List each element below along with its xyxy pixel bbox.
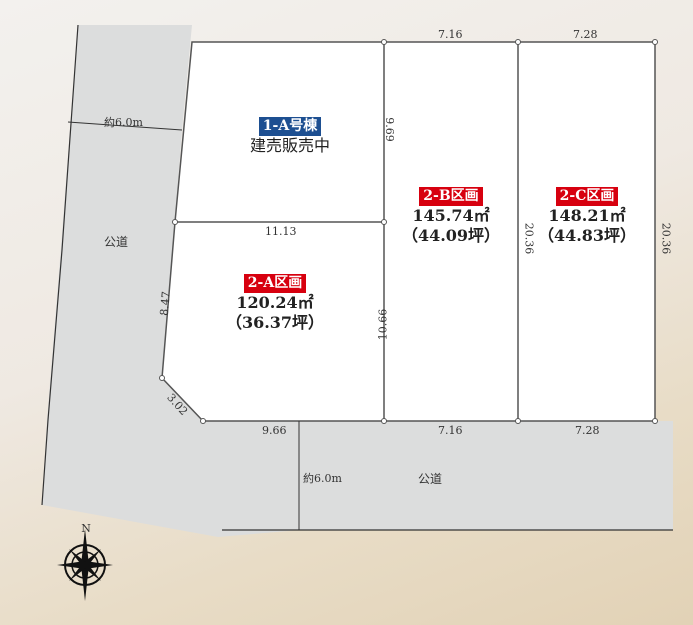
road-left-edge: [41, 24, 79, 506]
lot-2c-area: 148.21㎡: [548, 206, 626, 225]
lot-2b-label[interactable]: 2-B区画 145.74㎡ （44.09坪）: [384, 185, 518, 246]
dim-top-b: 7.16: [438, 28, 463, 41]
lot-2c-tsubo: （44.83坪）: [537, 226, 637, 245]
dim-bottom-c: 7.28: [575, 424, 600, 437]
lot-2a-area: 120.24㎡: [236, 293, 314, 312]
dim-left-2a: 8.47: [157, 290, 173, 317]
dim-v-2a: 10.66: [376, 308, 390, 341]
lot-1a-label[interactable]: 1-A号棟 建売販売中: [200, 115, 380, 156]
lot-2a-tsubo: （36.37坪）: [225, 313, 325, 332]
compass-north: N: [81, 522, 91, 535]
lot-1a-status: 建売販売中: [249, 136, 330, 155]
boundary-markers: [159, 39, 658, 424]
lot-2b-tsubo: （44.09坪）: [401, 226, 501, 245]
left-road-width: 約6.0m: [104, 116, 143, 129]
compass-rose-icon: [57, 529, 113, 601]
lot-2c-label[interactable]: 2-C区画 148.21㎡ （44.83坪）: [520, 185, 654, 246]
dim-mid: 11.13: [265, 225, 297, 238]
lot-2b-area: 145.74㎡: [412, 206, 490, 225]
dim-v-bc: 20.36: [522, 222, 536, 255]
dim-v-right: 20.36: [659, 222, 673, 255]
lot-2c-tag: 2-C区画: [555, 187, 619, 206]
public-road: [42, 25, 673, 537]
dim-bottom-a: 9.66: [262, 424, 287, 437]
dim-v-1a: 9.69: [382, 117, 396, 142]
dim-bottom-b: 7.16: [438, 424, 463, 437]
lot-2a-label[interactable]: 2-A区画 120.24㎡ （36.37坪）: [185, 272, 365, 333]
lot-2a-tag: 2-A区画: [243, 274, 307, 293]
dim-top-c: 7.28: [573, 28, 598, 41]
road-width-left: [67, 121, 183, 131]
lot-1a-tag: 1-A号棟: [258, 117, 322, 136]
bottom-road-width: 約6.0m: [303, 472, 342, 485]
bottom-road-label: 公道: [418, 472, 443, 486]
left-road-label: 公道: [104, 235, 129, 249]
lot-2b-tag: 2-B区画: [419, 187, 483, 206]
